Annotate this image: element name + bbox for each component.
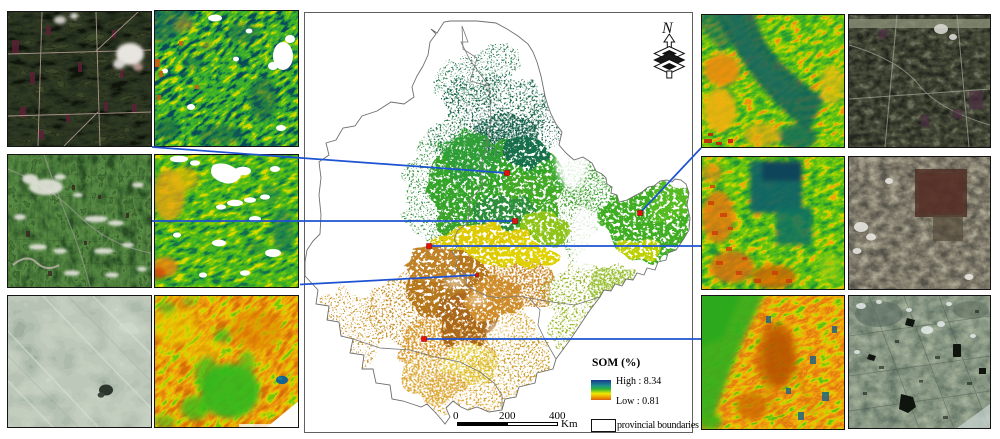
svg-text:N: N: [661, 20, 674, 37]
